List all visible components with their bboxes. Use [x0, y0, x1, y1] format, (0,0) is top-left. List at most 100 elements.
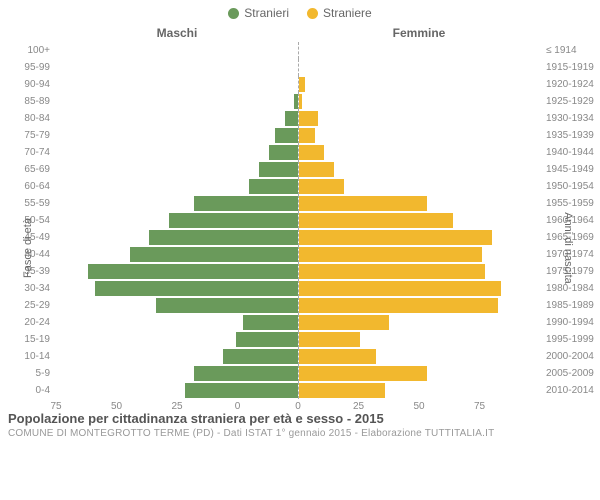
bar-female: [299, 230, 492, 245]
bar-male: [149, 230, 297, 245]
birth-year-label: 1940-1944: [540, 147, 600, 158]
age-label: 90-94: [0, 79, 56, 90]
female-half: [299, 246, 541, 263]
bar-male: [275, 128, 298, 143]
age-label: 55-59: [0, 198, 56, 209]
female-half: [299, 331, 541, 348]
pyramid-row: 40-441970-1974: [0, 246, 600, 263]
bar-female: [299, 128, 315, 143]
female-half: [299, 59, 541, 76]
pyramid-row: 10-142000-2004: [0, 348, 600, 365]
pyramid-row: 70-74 1940-1944: [0, 144, 600, 161]
y-axis-title-left: Fasce di età: [22, 218, 34, 278]
age-label: 100+: [0, 45, 56, 56]
female-half: [299, 144, 541, 161]
age-label: 60-64: [0, 181, 56, 192]
age-label: 20-24: [0, 317, 56, 328]
chart-title: Popolazione per cittadinanza straniera p…: [8, 411, 592, 426]
bar-female: [299, 315, 389, 330]
male-half: [56, 59, 299, 76]
birth-year-label: 1930-1934: [540, 113, 600, 124]
birth-year-label: 1935-1939: [540, 130, 600, 141]
legend: Stranieri Straniere: [0, 0, 600, 26]
age-label: 30-34: [0, 283, 56, 294]
birth-year-label: ≤ 1914: [540, 45, 600, 56]
y-axis-title-right: Anni di nascita: [562, 212, 574, 284]
bar-male: [88, 264, 297, 279]
male-half: [56, 365, 299, 382]
female-half: [299, 110, 541, 127]
pyramid-chart: Fasce di età Anni di nascita 100+ ≤ 1914 9…: [0, 42, 600, 399]
pyramid-row: 15-191995-1999: [0, 331, 600, 348]
male-half: [56, 127, 299, 144]
male-half: [56, 297, 299, 314]
age-label: 25-29: [0, 300, 56, 311]
pyramid-row: 90-94 1920-1924: [0, 76, 600, 93]
bar-female: [299, 162, 334, 177]
age-label: 0-4: [0, 385, 56, 396]
male-half: [56, 246, 299, 263]
pyramid-row: 60-641950-1954: [0, 178, 600, 195]
female-half: [299, 42, 541, 59]
header-female: Femmine: [298, 26, 540, 40]
bar-male: [259, 162, 298, 177]
female-half: [299, 297, 541, 314]
female-half: [299, 161, 541, 178]
female-half: [299, 365, 541, 382]
male-half: [56, 263, 299, 280]
pyramid-row: 55-591955-1959: [0, 195, 600, 212]
pyramid-row: 0-4 2010-2014: [0, 382, 600, 399]
bar-male: [185, 383, 298, 398]
header-male: Maschi: [56, 26, 298, 40]
pyramid-row: 100+ ≤ 1914: [0, 42, 600, 59]
pyramid-row: 25-291985-1989: [0, 297, 600, 314]
bar-female: [299, 196, 428, 211]
pyramid-row: 30-34 1980-1984: [0, 280, 600, 297]
bar-male: [294, 94, 297, 109]
swatch-male: [228, 8, 239, 19]
birth-year-label: 1990-1994: [540, 317, 600, 328]
birth-year-label: 1920-1924: [540, 79, 600, 90]
bar-female: [299, 383, 386, 398]
age-label: 85-89: [0, 96, 56, 107]
bar-female: [299, 145, 325, 160]
pyramid-row: 95-99 1915-1919: [0, 59, 600, 76]
bar-female: [299, 247, 483, 262]
birth-year-label: 1945-1949: [540, 164, 600, 175]
pyramid-row: 45-491965-1969: [0, 229, 600, 246]
column-headers: Maschi Femmine: [0, 26, 600, 40]
male-half: [56, 93, 299, 110]
female-half: [299, 280, 541, 297]
age-label: 65-69: [0, 164, 56, 175]
swatch-female: [307, 8, 318, 19]
male-half: [56, 178, 299, 195]
bar-male: [285, 111, 298, 126]
bar-male: [269, 145, 298, 160]
bar-male: [236, 332, 297, 347]
female-half: [299, 195, 541, 212]
age-label: 15-19: [0, 334, 56, 345]
bar-female: [299, 94, 302, 109]
male-half: [56, 110, 299, 127]
legend-item-female: Straniere: [307, 6, 372, 20]
birth-year-label: 1925-1929: [540, 96, 600, 107]
birth-year-label: 2000-2004: [540, 351, 600, 362]
male-half: [56, 161, 299, 178]
age-label: 95-99: [0, 62, 56, 73]
pyramid-row: 65-69 1945-1949: [0, 161, 600, 178]
legend-label-female: Straniere: [323, 6, 372, 20]
pyramid-row: 80-841930-1934: [0, 110, 600, 127]
bar-male: [243, 315, 298, 330]
age-label: 70-74: [0, 147, 56, 158]
birth-year-label: 2010-2014: [540, 385, 600, 396]
birth-year-label: 1980-1984: [540, 283, 600, 294]
male-half: [56, 314, 299, 331]
bar-female: [299, 213, 454, 228]
pyramid-row: 50-541960-1964: [0, 212, 600, 229]
bar-male: [169, 213, 298, 228]
birth-year-label: 1915-1919: [540, 62, 600, 73]
bar-female: [299, 77, 305, 92]
male-half: [56, 331, 299, 348]
bar-male: [223, 349, 297, 364]
age-label: 75-79: [0, 130, 56, 141]
